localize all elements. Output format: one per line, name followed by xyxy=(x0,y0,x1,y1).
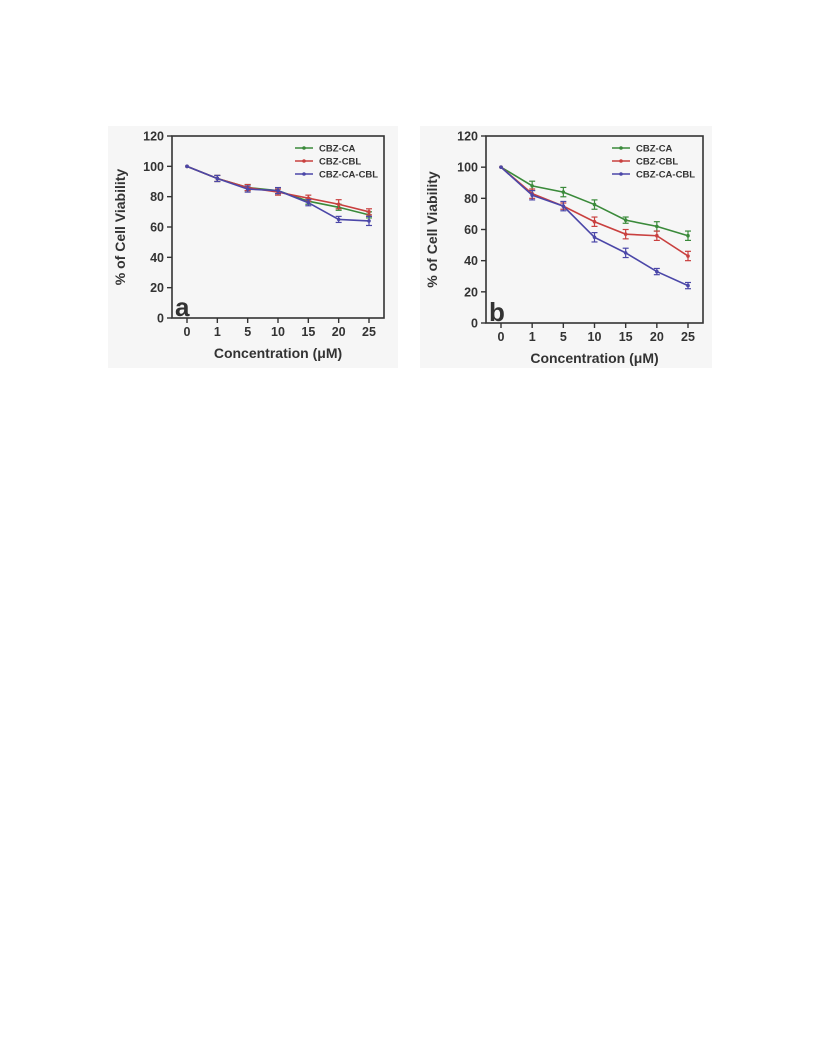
panel-label: b xyxy=(489,297,505,327)
y-tick-label: 100 xyxy=(143,160,164,174)
data-point xyxy=(592,202,597,207)
data-point xyxy=(499,165,503,169)
data-point xyxy=(655,233,659,238)
x-tick-label: 20 xyxy=(332,325,346,339)
y-axis-title: % of Cell Viability xyxy=(112,169,128,286)
legend-label: CBZ-CBL xyxy=(319,157,361,168)
x-tick-label: 25 xyxy=(681,330,695,344)
data-point xyxy=(623,251,628,255)
x-axis-title: Concentration (μM) xyxy=(530,350,658,366)
y-tick-label: 60 xyxy=(464,223,478,237)
x-tick-label: 15 xyxy=(301,325,315,339)
data-point xyxy=(561,190,566,194)
x-tick-label: 5 xyxy=(244,325,251,339)
x-tick-label: 1 xyxy=(529,330,536,344)
x-tick-label: 0 xyxy=(184,325,191,339)
data-point xyxy=(185,164,189,169)
y-tick-label: 80 xyxy=(464,192,478,206)
data-point xyxy=(623,232,628,236)
legend-marker xyxy=(619,146,623,150)
data-point xyxy=(686,283,690,288)
data-point xyxy=(592,219,597,224)
legend-marker xyxy=(619,159,623,163)
legend-label: CBZ-CA xyxy=(319,144,356,155)
data-point xyxy=(686,233,690,238)
chart-panel-b: 0 20 40 60 80 100 120 0 1 5 10 15 20 25 Concentration … xyxy=(420,126,712,368)
x-tick-label: 5 xyxy=(560,330,567,344)
legend-marker xyxy=(302,172,306,176)
y-tick-label: 120 xyxy=(143,130,164,144)
data-point xyxy=(367,210,371,214)
y-tick-label: 120 xyxy=(457,130,478,144)
legend-label: CBZ-CBL xyxy=(636,157,678,168)
data-point xyxy=(655,269,659,274)
x-tick-label: 25 xyxy=(362,325,376,339)
y-tick-label: 40 xyxy=(150,251,164,265)
legend-marker xyxy=(302,146,306,150)
legend-marker xyxy=(619,172,623,176)
y-tick-label: 0 xyxy=(471,317,478,331)
y-tick-label: 40 xyxy=(464,254,478,268)
data-point xyxy=(306,200,311,205)
x-axis-title: Concentration (μM) xyxy=(214,345,342,361)
y-tick-label: 0 xyxy=(157,312,164,326)
x-tick-label: 20 xyxy=(650,330,664,344)
data-point xyxy=(561,204,566,208)
y-tick-label: 100 xyxy=(457,161,478,175)
data-point xyxy=(336,202,341,207)
legend-label: CBZ-CA xyxy=(636,144,673,155)
data-point xyxy=(306,196,311,200)
y-tick-label: 60 xyxy=(150,221,164,235)
x-tick-label: 0 xyxy=(498,330,505,344)
data-point xyxy=(336,217,341,222)
data-point xyxy=(367,219,371,223)
data-point xyxy=(276,188,280,193)
data-point xyxy=(655,224,659,229)
legend-label: CBZ-CA-CBL xyxy=(636,170,695,181)
y-tick-label: 80 xyxy=(150,190,164,204)
x-tick-label: 15 xyxy=(619,330,633,344)
y-tick-label: 20 xyxy=(150,281,164,295)
x-tick-label: 10 xyxy=(271,325,285,339)
data-point xyxy=(530,184,534,188)
y-axis-title: % of Cell Viability xyxy=(424,171,440,288)
x-tick-label: 1 xyxy=(214,325,221,339)
data-point xyxy=(530,193,534,198)
x-tick-label: 10 xyxy=(588,330,602,344)
chart-panel-a: 0 20 40 60 80 100 120 0 1 5 10 15 20 25 Concentration … xyxy=(108,126,398,368)
legend-marker xyxy=(302,159,306,163)
legend-label: CBZ-CA-CBL xyxy=(319,170,378,181)
y-tick-label: 20 xyxy=(464,285,478,299)
panel-label: a xyxy=(175,292,190,322)
data-point xyxy=(623,218,628,222)
data-point xyxy=(592,235,597,240)
data-point xyxy=(245,187,250,191)
data-point xyxy=(215,176,220,181)
data-point xyxy=(686,254,690,258)
